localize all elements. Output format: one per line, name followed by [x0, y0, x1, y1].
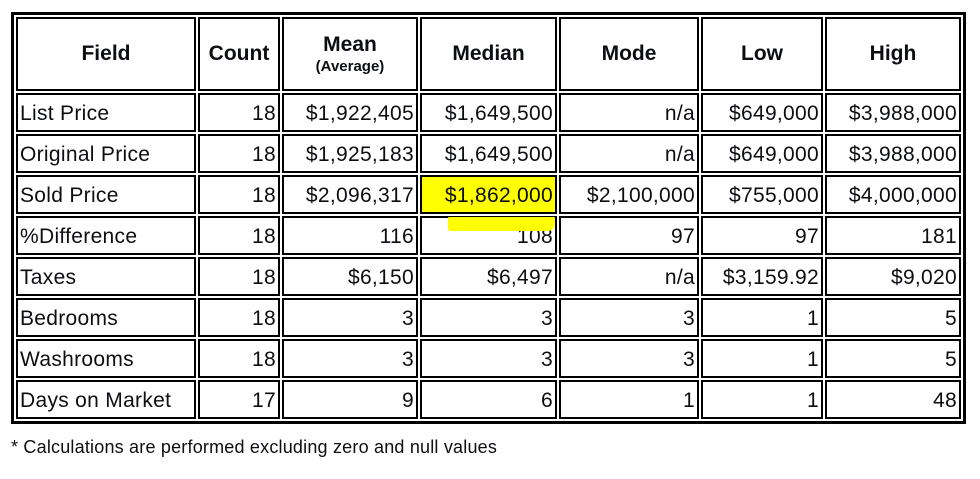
cell-low: 1	[701, 298, 823, 337]
cell-high: 5	[825, 339, 961, 378]
cell-mean: 3	[282, 298, 418, 337]
table-row-taxes: Taxes 18 $6,150 $6,497 n/a $3,159.92 $9,…	[16, 257, 961, 296]
cell-low: 1	[701, 339, 823, 378]
report-area: Field Count Mean (Average) Median Mode L…	[11, 12, 969, 458]
cell-median: $6,497	[420, 257, 557, 296]
cell-high: 5	[825, 298, 961, 337]
header-row: Field Count Mean (Average) Median Mode L…	[16, 17, 961, 91]
cell-mean: 116	[282, 216, 418, 255]
cell-low: 1	[701, 380, 823, 419]
column-header-mean-line1: Mean	[323, 33, 377, 57]
cell-mode: n/a	[559, 134, 699, 173]
cell-mode: 1	[559, 380, 699, 419]
cell-count: 18	[198, 216, 280, 255]
column-header-median: Median	[420, 17, 557, 91]
cell-mean: 3	[282, 339, 418, 378]
cell-low: 97	[701, 216, 823, 255]
cell-count: 18	[198, 175, 280, 214]
cell-field: Sold Price	[16, 175, 196, 214]
cell-field: Days on Market	[16, 380, 196, 419]
cell-high: $3,988,000	[825, 134, 961, 173]
column-header-count: Count	[198, 17, 280, 91]
cell-count: 18	[198, 339, 280, 378]
cell-median: 3	[420, 298, 557, 337]
cell-median: 108	[420, 216, 557, 255]
cell-field: Taxes	[16, 257, 196, 296]
cell-mode: 3	[559, 298, 699, 337]
table-row-original-price: Original Price 18 $1,925,183 $1,649,500 …	[16, 134, 961, 173]
cell-count: 17	[198, 380, 280, 419]
cell-count: 18	[198, 257, 280, 296]
cell-value: $1,862,000	[444, 183, 553, 207]
cell-low: $649,000	[701, 93, 823, 132]
cell-median: 6	[420, 380, 557, 419]
cell-low: $3,159.92	[701, 257, 823, 296]
column-header-mean: Mean (Average)	[282, 17, 418, 91]
table-row-list-price: List Price 18 $1,922,405 $1,649,500 n/a …	[16, 93, 961, 132]
cell-mean: $2,096,317	[282, 175, 418, 214]
footnote: * Calculations are performed excluding z…	[11, 437, 498, 457]
table-row-sold-price: Sold Price 18 $2,096,317 $1,862,000 $2,1…	[16, 175, 961, 231]
column-header-mean-line2: (Average)	[315, 57, 385, 75]
cell-median-highlighted: $1,862,000	[420, 175, 557, 231]
cell-mode: $2,100,000	[559, 175, 699, 214]
stats-table: Field Count Mean (Average) Median Mode L…	[11, 12, 966, 424]
column-header-mode: Mode	[559, 17, 699, 91]
cell-mode: 3	[559, 339, 699, 378]
cell-mode: 97	[559, 216, 699, 255]
cell-count: 18	[198, 134, 280, 173]
column-header-low: Low	[701, 17, 823, 91]
cell-mode: n/a	[559, 257, 699, 296]
cell-low: $755,000	[701, 175, 823, 214]
column-header-field: Field	[16, 17, 196, 91]
cell-high: $9,020	[825, 257, 961, 296]
cell-field: List Price	[16, 93, 196, 132]
cell-high: 181	[825, 216, 961, 255]
cell-high: $3,988,000	[825, 93, 961, 132]
cell-field: %Difference	[16, 216, 196, 255]
cell-count: 18	[198, 298, 280, 337]
cell-field: Bedrooms	[16, 298, 196, 337]
cell-median: 3	[420, 339, 557, 378]
column-header-high: High	[825, 17, 961, 91]
table-row-days-on-market: Days on Market 17 9 6 1 1 48	[16, 380, 961, 419]
cell-high: $4,000,000	[825, 175, 961, 214]
cell-mean: $1,925,183	[282, 134, 418, 173]
cell-field: Washrooms	[16, 339, 196, 378]
cell-high: 48	[825, 380, 961, 419]
cell-field: Original Price	[16, 134, 196, 173]
table-row-percent-difference: %Difference 18 116 108 97 97 181	[16, 216, 961, 255]
table-row-washrooms: Washrooms 18 3 3 3 1 5	[16, 339, 961, 378]
cell-mean: $6,150	[282, 257, 418, 296]
table-row-bedrooms: Bedrooms 18 3 3 3 1 5	[16, 298, 961, 337]
cell-mean: $1,922,405	[282, 93, 418, 132]
cell-median: $1,649,500	[420, 93, 557, 132]
cell-count: 18	[198, 93, 280, 132]
cell-mean: 9	[282, 380, 418, 419]
cell-low: $649,000	[701, 134, 823, 173]
cell-median: $1,649,500	[420, 134, 557, 173]
cell-mode: n/a	[559, 93, 699, 132]
